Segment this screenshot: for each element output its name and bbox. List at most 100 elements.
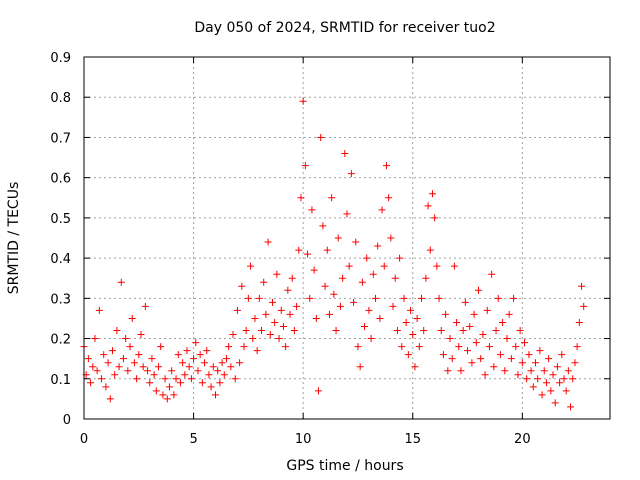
data-point xyxy=(176,379,184,387)
data-point xyxy=(165,383,173,391)
data-point xyxy=(301,162,309,170)
data-point xyxy=(356,363,364,371)
data-point xyxy=(422,274,430,282)
data-point xyxy=(343,210,351,218)
data-point xyxy=(424,202,432,210)
data-point xyxy=(551,399,559,407)
data-point xyxy=(439,351,447,359)
y-tick-label: 0 xyxy=(63,413,71,428)
data-point xyxy=(194,367,202,375)
data-point xyxy=(183,347,191,355)
data-point xyxy=(341,150,349,158)
data-point xyxy=(242,327,250,335)
data-point xyxy=(549,371,557,379)
data-point xyxy=(155,363,163,371)
data-point xyxy=(290,327,298,335)
data-point xyxy=(420,327,428,335)
data-point xyxy=(323,246,331,254)
data-point xyxy=(295,246,303,254)
x-tick-label: 5 xyxy=(189,432,197,447)
data-point xyxy=(396,254,404,262)
data-point xyxy=(404,351,412,359)
data-point xyxy=(446,335,454,343)
data-point xyxy=(262,310,270,318)
data-point xyxy=(507,355,515,363)
data-point xyxy=(477,355,485,363)
data-point xyxy=(258,327,266,335)
data-point xyxy=(201,359,209,367)
data-point xyxy=(137,331,145,339)
data-point xyxy=(181,371,189,379)
data-point xyxy=(389,302,397,310)
data-point xyxy=(415,343,423,351)
data-point xyxy=(558,351,566,359)
data-point xyxy=(135,351,143,359)
data-point xyxy=(459,327,467,335)
data-point xyxy=(363,254,371,262)
data-point xyxy=(277,306,285,314)
y-tick-label: 0.2 xyxy=(50,333,71,348)
data-point xyxy=(111,371,119,379)
data-point xyxy=(288,274,296,282)
y-tick-label: 0.3 xyxy=(50,292,71,307)
data-point xyxy=(203,347,211,355)
data-point xyxy=(475,286,482,294)
data-point xyxy=(304,250,312,258)
data-point xyxy=(117,278,125,286)
data-point xyxy=(179,359,187,367)
data-point xyxy=(578,282,586,290)
data-point xyxy=(378,206,386,214)
data-point xyxy=(510,294,518,302)
data-point xyxy=(185,363,193,371)
data-point xyxy=(161,375,169,383)
data-point xyxy=(148,355,156,363)
data-point xyxy=(369,270,377,278)
data-point xyxy=(567,403,575,411)
data-point xyxy=(244,294,252,302)
data-point xyxy=(126,343,134,351)
data-point xyxy=(365,306,373,314)
data-point xyxy=(376,314,384,322)
y-tick-label: 0.7 xyxy=(50,131,71,146)
data-point xyxy=(273,270,281,278)
data-point xyxy=(240,343,248,351)
data-point xyxy=(525,351,533,359)
data-point xyxy=(411,363,419,371)
data-point xyxy=(163,395,171,403)
data-point xyxy=(247,262,255,270)
data-point xyxy=(435,294,443,302)
data-point xyxy=(450,262,458,270)
data-point xyxy=(385,194,393,202)
data-point xyxy=(398,343,406,351)
data-point xyxy=(345,262,353,270)
data-point xyxy=(282,343,290,351)
data-point xyxy=(209,363,217,371)
data-point xyxy=(227,363,235,371)
y-axis-label: SRMTID / TECUs xyxy=(6,182,22,295)
data-point xyxy=(216,379,224,387)
data-point xyxy=(580,302,588,310)
data-point xyxy=(402,318,410,326)
data-point xyxy=(251,314,259,322)
data-point xyxy=(437,327,445,335)
data-point xyxy=(505,310,513,318)
data-point xyxy=(325,310,333,318)
data-point xyxy=(319,222,327,230)
data-point xyxy=(128,314,136,322)
data-point xyxy=(122,335,130,343)
data-point xyxy=(196,351,204,359)
data-point xyxy=(553,363,561,371)
data-point xyxy=(492,327,500,335)
data-point xyxy=(540,367,548,375)
data-point xyxy=(89,363,97,371)
y-tick-label: 0.9 xyxy=(50,51,71,66)
data-point xyxy=(310,266,318,274)
data-point xyxy=(512,343,520,351)
data-point xyxy=(306,294,314,302)
data-point xyxy=(328,194,336,202)
data-point xyxy=(444,367,452,375)
data-point xyxy=(514,371,522,379)
data-point xyxy=(190,355,198,363)
data-point xyxy=(187,375,195,383)
data-point xyxy=(501,367,509,375)
